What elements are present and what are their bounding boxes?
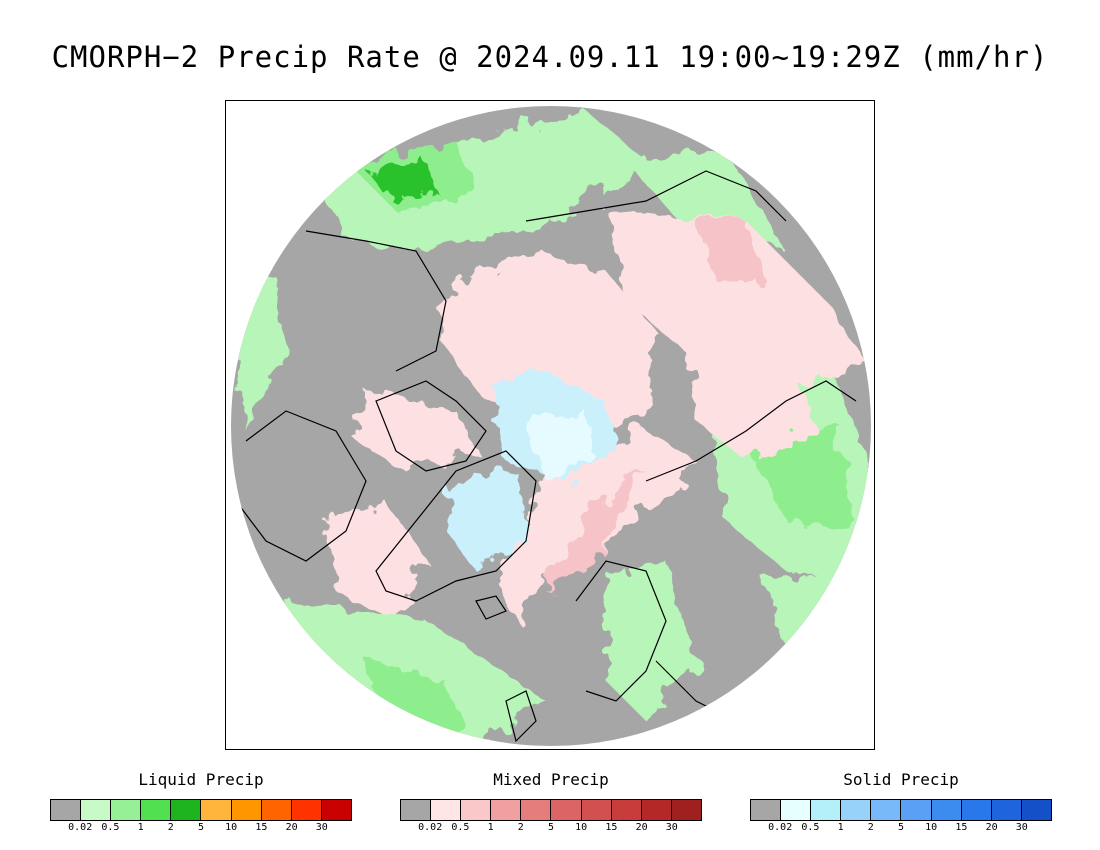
legend-swatch	[231, 800, 262, 820]
legend-tick-label: 10	[925, 822, 938, 833]
coastline-scandinavia	[575, 560, 667, 702]
legend-ticks: 0.02 0.5 1 2 5 10 15 20 30	[50, 822, 352, 836]
legend-mixed: Mixed Precip 0.02 0.5 1 2 5 10 15 20 30	[400, 770, 702, 836]
coastline-arctic-archipelago	[375, 380, 487, 472]
legend-tick-label: 15	[255, 822, 268, 833]
mixed-precip-region	[441, 251, 656, 431]
mixed-precip-region	[356, 391, 476, 471]
legend-swatch	[1021, 800, 1051, 820]
legend-swatch	[671, 800, 701, 820]
legend-swatch	[491, 800, 522, 820]
legend-tick-label: 15	[955, 822, 968, 833]
legend-ticks: 0.02 0.5 1 2 5 10 15 20 30	[750, 822, 1052, 836]
legend-swatch	[171, 800, 202, 820]
legend-tick-label: 15	[605, 822, 618, 833]
legend-tick-label: 1	[137, 822, 144, 833]
legend-tick-label: 2	[867, 822, 874, 833]
mixed-precip-region	[606, 211, 866, 391]
liquid-precip-region	[366, 161, 436, 196]
legend-tick-label: 2	[517, 822, 524, 833]
legend-swatch	[901, 800, 932, 820]
legend-swatch	[321, 800, 351, 820]
legend-swatch	[51, 800, 82, 820]
legend-swatch	[81, 800, 112, 820]
coastline-greenland	[375, 450, 537, 602]
legend-swatch	[641, 800, 672, 820]
legend-swatch	[291, 800, 322, 820]
legend-swatch	[811, 800, 842, 820]
legend-tick-label: 20	[635, 822, 648, 833]
solid-precip-region	[526, 411, 596, 481]
legend-swatch	[751, 800, 782, 820]
map-frame[interactable]	[225, 100, 875, 750]
coastline-alaska	[305, 230, 447, 372]
legend-swatches	[50, 799, 352, 821]
legend-swatch	[141, 800, 172, 820]
legend-tick-label: 5	[547, 822, 555, 833]
legend-tick-label: 2	[167, 822, 174, 833]
legend-swatch	[401, 800, 432, 820]
legend-swatch	[931, 800, 962, 820]
legend-tick-label: 20	[285, 822, 298, 833]
legend-swatch	[261, 800, 292, 820]
page-title: CMORPH−2 Precip Rate @ 2024.09.11 19:00~…	[51, 40, 1049, 74]
legend-tick-label: 0.02	[768, 822, 793, 833]
legend-swatch	[991, 800, 1022, 820]
mixed-precip-region	[686, 341, 816, 461]
legend-tick-label: 10	[575, 822, 588, 833]
legend-tick-label: 0.02	[418, 822, 443, 833]
legend-tick-label: 5	[197, 822, 205, 833]
liquid-precip-region	[606, 561, 696, 721]
legend-swatch	[201, 800, 232, 820]
legend-title: Solid Precip	[843, 770, 959, 789]
legend-swatch	[611, 800, 642, 820]
legend-title: Liquid Precip	[138, 770, 264, 789]
legend-tick-label: 0.5	[801, 822, 820, 833]
legend-swatch	[431, 800, 462, 820]
legend-tick-label: 30	[665, 822, 678, 833]
legend-tick-label: 1	[487, 822, 494, 833]
legend-swatch	[111, 800, 142, 820]
solid-precip-region	[446, 471, 526, 571]
legend-swatch	[781, 800, 812, 820]
legend-swatch	[461, 800, 492, 820]
legend-swatch	[521, 800, 552, 820]
legend-swatch	[871, 800, 902, 820]
legend-solid: Solid Precip 0.02 0.5 1 2 5 10 15 20 30	[750, 770, 1052, 836]
coastline-siberia	[525, 170, 787, 222]
coastline-north-america	[235, 410, 367, 562]
mixed-precip-region	[546, 471, 646, 591]
legend-tick-label: 0.5	[451, 822, 470, 833]
legend-tick-label: 20	[985, 822, 998, 833]
legend-swatches	[400, 799, 702, 821]
legend-ticks: 0.02 0.5 1 2 5 10 15 20 30	[400, 822, 702, 836]
legend-swatch	[841, 800, 872, 820]
legend-tick-label: 10	[225, 822, 238, 833]
legend-swatches	[750, 799, 1052, 821]
legend-tick-label: 0.5	[101, 822, 120, 833]
legend-tick-label: 0.02	[68, 822, 93, 833]
coastline-russia-north	[645, 380, 857, 482]
mixed-precip-region	[326, 501, 426, 621]
legend-liquid: Liquid Precip 0.02 0.5 1 2 5 10 15 20 30	[50, 770, 352, 836]
legend-tick-label: 5	[897, 822, 905, 833]
legend-tick-label: 30	[1015, 822, 1028, 833]
coastline-british-isles	[505, 690, 537, 743]
legend-tick-label: 1	[837, 822, 844, 833]
legend-swatch	[581, 800, 612, 820]
legend-swatch	[551, 800, 582, 820]
legend-title: Mixed Precip	[493, 770, 609, 789]
liquid-precip-region	[231, 251, 286, 431]
legend-swatch	[961, 800, 992, 820]
coastline-iceland	[475, 595, 507, 620]
legend-tick-label: 30	[315, 822, 328, 833]
polar-precip-map[interactable]	[226, 101, 875, 750]
liquid-precip-region	[321, 111, 646, 251]
mixed-precip-region	[696, 221, 766, 281]
